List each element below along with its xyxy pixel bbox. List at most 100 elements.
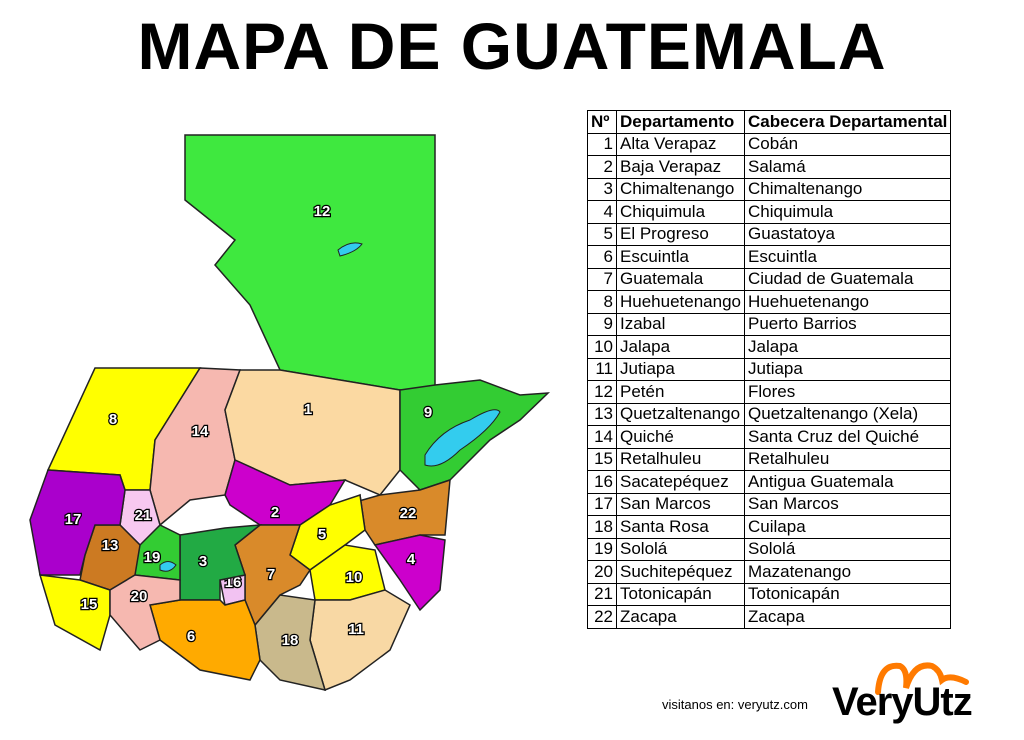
department-name: Jalapa	[615, 335, 746, 359]
department-name: Quetzaltenango	[615, 402, 746, 426]
table-row: 21 Totonicapán Totonicapán	[587, 582, 952, 606]
capital-name: San Marcos	[744, 492, 952, 516]
department-name: Guatemala	[615, 267, 746, 291]
table-row: 11 Jutiapa Jutiapa	[587, 357, 952, 381]
capital-name: Jalapa	[744, 335, 952, 359]
capital-name: Totonicapán	[744, 582, 952, 606]
table-row: 18 Santa Rosa Cuilapa	[587, 515, 952, 539]
capital-name: Huehuetenango	[744, 290, 952, 314]
department-region: 15	[38, 574, 111, 652]
table-row: 7 Guatemala Ciudad de Guatemala	[587, 267, 952, 291]
department-name: Quiché	[615, 425, 746, 449]
row-number: 17	[587, 492, 617, 516]
table-row: 3 Chimaltenango Chimaltenango	[587, 177, 952, 201]
row-number: 21	[587, 582, 617, 606]
department-name: Petén	[615, 380, 746, 404]
department-region: 6	[149, 599, 261, 681]
row-number: 22	[587, 605, 617, 629]
department-name: Santa Rosa	[615, 515, 746, 539]
row-number: 3	[587, 177, 617, 201]
row-number: 8	[587, 290, 617, 314]
capital-name: Ciudad de Guatemala	[744, 267, 952, 291]
department-shape	[29, 469, 126, 576]
table-row: 22 Zacapa Zacapa	[587, 605, 952, 629]
department-region: 4	[373, 534, 446, 612]
row-number: 13	[587, 402, 617, 426]
table-row: 9 Izabal Puerto Barrios	[587, 312, 952, 336]
row-number: 15	[587, 447, 617, 471]
capital-name: Chiquimula	[744, 200, 952, 224]
department-number-label: 22	[400, 505, 417, 522]
header-department: Departamento	[615, 110, 746, 134]
department-name: Sacatepéquez	[615, 470, 746, 494]
capital-name: Flores	[744, 380, 952, 404]
department-shape	[254, 594, 327, 692]
department-shape	[38, 574, 111, 652]
department-region: 14	[149, 367, 242, 527]
department-region: 12	[184, 134, 436, 391]
table-row: 14 Quiché Santa Cruz del Quiché	[587, 425, 952, 449]
capital-name: Cobán	[744, 132, 952, 156]
row-number: 2	[587, 155, 617, 179]
department-region: 11	[309, 589, 411, 692]
department-shape	[309, 589, 411, 692]
department-shape	[109, 574, 181, 651]
department-number-label: 21	[135, 507, 152, 524]
department-shape	[184, 134, 436, 391]
department-number-label: 18	[282, 632, 299, 649]
row-number: 4	[587, 200, 617, 224]
table-row: 1 Alta Verapaz Cobán	[587, 132, 952, 156]
table-row: 19 Sololá Sololá	[587, 537, 952, 561]
capital-name: Puerto Barrios	[744, 312, 952, 336]
department-name: Jutiapa	[615, 357, 746, 381]
row-number: 19	[587, 537, 617, 561]
lake-izabal	[424, 409, 501, 467]
capital-name: Antigua Guatemala	[744, 470, 952, 494]
department-name: El Progreso	[615, 222, 746, 246]
visit-text: visitanos en: veryutz.com	[662, 697, 808, 712]
row-number: 6	[587, 245, 617, 269]
department-number-label: 7	[267, 566, 275, 583]
row-number: 10	[587, 335, 617, 359]
row-number: 20	[587, 560, 617, 584]
department-region: 17	[29, 469, 126, 576]
department-number-label: 3	[199, 553, 207, 570]
capital-name: Escuintla	[744, 245, 952, 269]
table-row: 15 Retalhuleu Retalhuleu	[587, 447, 952, 471]
department-region: 20	[109, 574, 181, 651]
table-row: 17 San Marcos San Marcos	[587, 492, 952, 516]
table-row: 12 Petén Flores	[587, 380, 952, 404]
department-number-label: 8	[109, 411, 117, 428]
capital-name: Cuilapa	[744, 515, 952, 539]
department-name: Zacapa	[615, 605, 746, 629]
table-row: 6 Escuintla Escuintla	[587, 245, 952, 269]
department-region: 1	[224, 369, 401, 496]
row-number: 14	[587, 425, 617, 449]
veryutz-logo: VeryUtz	[832, 680, 973, 724]
department-number-label: 19	[144, 549, 161, 566]
department-region: 18	[254, 594, 327, 692]
department-number-label: 6	[187, 628, 195, 645]
department-number-label: 10	[346, 569, 363, 586]
capital-name: Jutiapa	[744, 357, 952, 381]
department-number-label: 13	[102, 537, 119, 554]
department-shape	[373, 534, 446, 612]
table-header-row: Nº Departamento Cabecera Departamental	[587, 110, 952, 134]
capital-name: Mazatenango	[744, 560, 952, 584]
table-row: 5 El Progreso Guastatoya	[587, 222, 952, 246]
page-title: MAPA DE GUATEMALA	[137, 9, 887, 83]
table-row: 20 Suchitepéquez Mazatenango	[587, 560, 952, 584]
department-shape	[149, 599, 261, 681]
department-number-label: 9	[424, 404, 432, 421]
row-number: 18	[587, 515, 617, 539]
table-row: 13 Quetzaltenango Quetzaltenango (Xela)	[587, 402, 952, 426]
capital-name: Quetzaltenango (Xela)	[744, 402, 952, 426]
capital-name: Zacapa	[744, 605, 952, 629]
department-name: Escuintla	[615, 245, 746, 269]
department-name: Sololá	[615, 537, 746, 561]
row-number: 1	[587, 132, 617, 156]
header-capital: Cabecera Departamental	[744, 110, 952, 134]
department-number-label: 5	[318, 526, 326, 543]
department-number-label: 12	[314, 203, 331, 220]
lake-atitlan	[159, 561, 177, 572]
